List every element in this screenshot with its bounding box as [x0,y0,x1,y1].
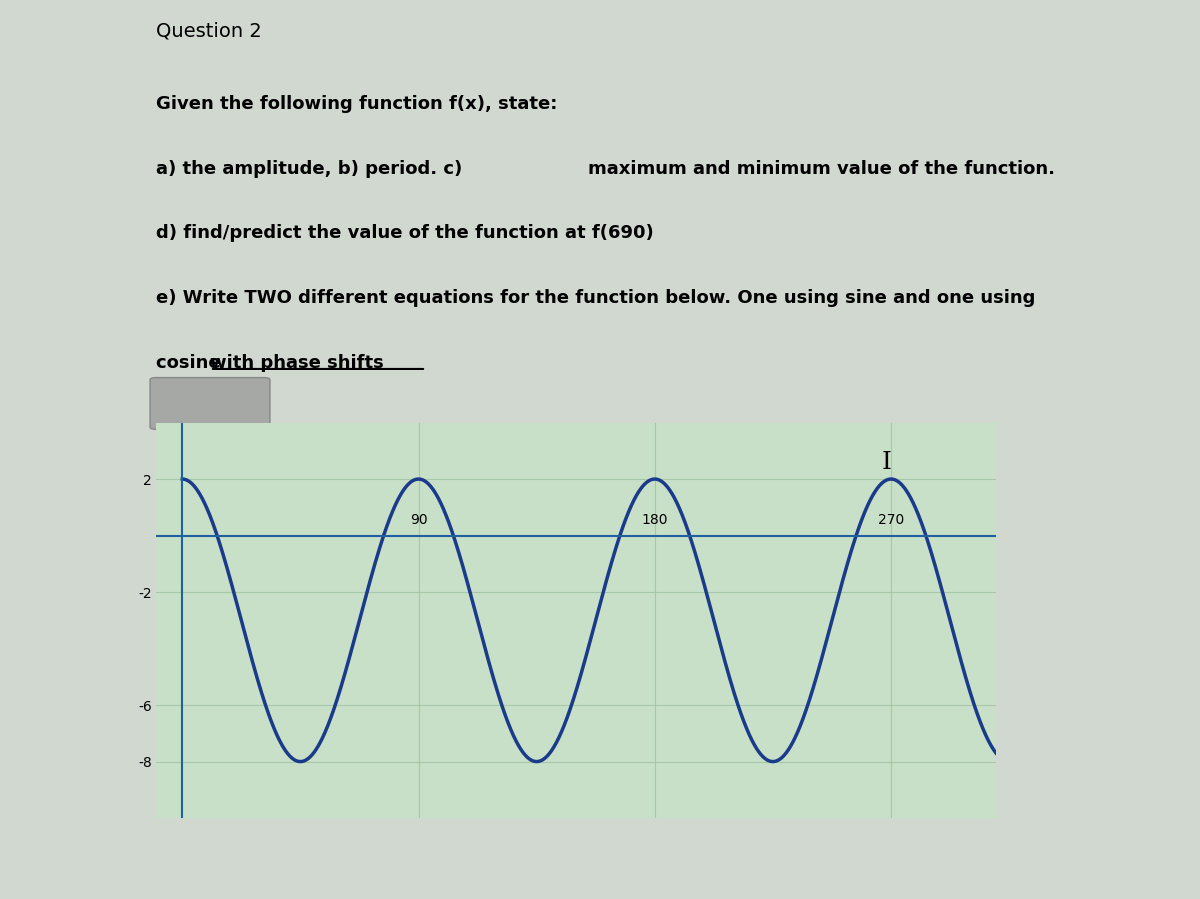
Text: e) Write TWO different equations for the function below. One using sine and one : e) Write TWO different equations for the… [156,289,1036,307]
Text: 90: 90 [409,513,427,527]
Text: Question 2: Question 2 [156,22,262,40]
Text: Given the following function f(x), state:: Given the following function f(x), state… [156,95,557,113]
FancyBboxPatch shape [150,378,270,430]
Text: with phase shifts: with phase shifts [210,354,384,372]
Text: 180: 180 [642,513,668,527]
Text: a) the amplitude, b) period. c): a) the amplitude, b) period. c) [156,160,468,178]
Text: d) find/predict the value of the function at f(690): d) find/predict the value of the functio… [156,225,654,243]
Text: maximum and minimum value of the function.: maximum and minimum value of the functio… [588,160,1055,178]
Text: 270: 270 [878,513,904,527]
Text: I: I [882,450,892,474]
Text: cosine: cosine [156,354,227,372]
